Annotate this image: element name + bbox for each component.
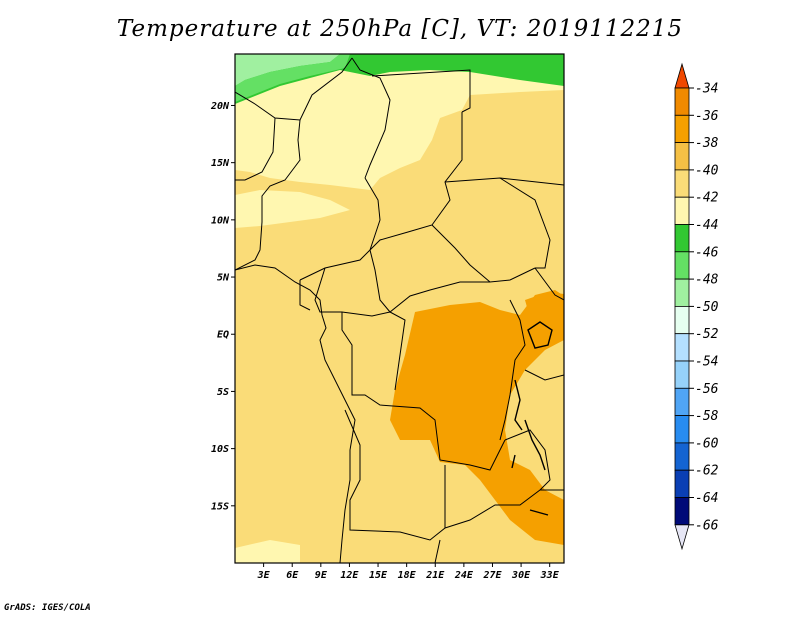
colorbar-swatch: [674, 142, 690, 171]
colorbar-label: -34: [695, 82, 718, 97]
colorbar-label: -42: [695, 191, 719, 206]
temp-field-orange-core: [390, 290, 564, 545]
lat-tick-label: EQ: [217, 330, 229, 341]
colorbar-label: -64: [695, 491, 718, 506]
chart-title: Temperature at 250hPa [C], VT: 201911221…: [116, 16, 684, 42]
colorbar-label: -48: [695, 273, 719, 288]
colorbar-label: -60: [695, 436, 719, 451]
colorbar-label: -44: [695, 218, 718, 233]
colorbar-swatch: [674, 333, 690, 362]
coastline: [235, 264, 356, 563]
colorbar-swatch: [674, 305, 690, 335]
lon-tick-label: 6E: [286, 570, 299, 581]
colorbar-label: -40: [695, 163, 719, 178]
lon-tick-label: 12E: [340, 570, 359, 581]
temp-field-pale-north: [235, 54, 564, 190]
lat-tick-label: 20N: [210, 101, 230, 112]
lon-tick-label: 24E: [454, 570, 474, 581]
colorbar-label: -62: [695, 464, 719, 479]
colorbar-swatch: [674, 224, 690, 253]
credit-label: GrADS: IGES/COLA: [4, 603, 91, 613]
colorbar-swatch: [674, 415, 690, 444]
colorbar-swatch: [674, 442, 690, 471]
lon-tick-label: 30E: [511, 570, 531, 581]
lat-tick-label: 10N: [211, 215, 230, 226]
colorbar-label: -36: [695, 109, 719, 124]
colorbar-label: -50: [695, 300, 719, 315]
lat-tick-label: 10S: [211, 444, 229, 455]
colorbar-bottom-arrow: [674, 524, 690, 551]
colorbar-swatch: [674, 360, 690, 389]
lat-axis: 20N 15N 10N 5N EQ 5S 10S 15S: [210, 101, 235, 512]
colorbar-swatch: [674, 114, 690, 144]
temp-field-midgreen: [235, 54, 350, 102]
colorbar-swatch: [674, 196, 690, 225]
colorbar-swatch: [674, 387, 690, 416]
lon-tick-label: 18E: [398, 570, 417, 581]
map-frame: [234, 53, 565, 564]
colorbar-label: -52: [695, 327, 719, 342]
colorbar: -34 -36 -38 -40 -42 -44 -46 -48 -50 -52 -54 -56 -58 -…: [674, 62, 719, 551]
lat-tick-label: 15N: [211, 158, 230, 169]
colorbar-swatch: [674, 278, 690, 307]
colorbar-top-arrow: [674, 62, 690, 89]
colorbar-swatch: [674, 251, 690, 280]
lon-tick-label: 3E: [257, 570, 271, 581]
temp-field-pale-southwest: [235, 540, 300, 563]
colorbar-swatch: [674, 497, 690, 526]
colorbar-label: -46: [695, 245, 719, 260]
lon-tick-label: 9E: [315, 570, 328, 581]
map-area: [235, 54, 564, 563]
lon-tick-label: 15E: [369, 570, 388, 581]
country-borders: [235, 57, 564, 563]
lat-tick-label: 5S: [217, 387, 229, 398]
temp-field-pale-west: [235, 190, 350, 228]
temp-field-lightgreen: [235, 54, 340, 86]
lat-tick-label: 15S: [211, 501, 229, 512]
colorbar-label: -38: [695, 136, 719, 151]
colorbar-swatch: [674, 87, 690, 116]
lon-tick-label: 33E: [540, 570, 560, 581]
lon-tick-label: 27E: [482, 570, 502, 581]
colorbar-swatch: [674, 169, 690, 198]
temp-field-orange-east: [525, 292, 564, 325]
lon-tick-label: 21E: [425, 570, 445, 581]
colorbar-label: -56: [695, 382, 719, 397]
lat-tick-label: 5N: [217, 273, 230, 284]
colorbar-swatch: [674, 469, 690, 498]
colorbar-label: -66: [695, 518, 719, 533]
colorbar-label: -58: [695, 409, 719, 424]
lon-axis: 3E 6E 9E 12E 15E 18E 21E 24E 27E 30E 33E: [257, 563, 560, 581]
lakes: [511, 321, 553, 516]
colorbar-label: -54: [695, 355, 718, 370]
